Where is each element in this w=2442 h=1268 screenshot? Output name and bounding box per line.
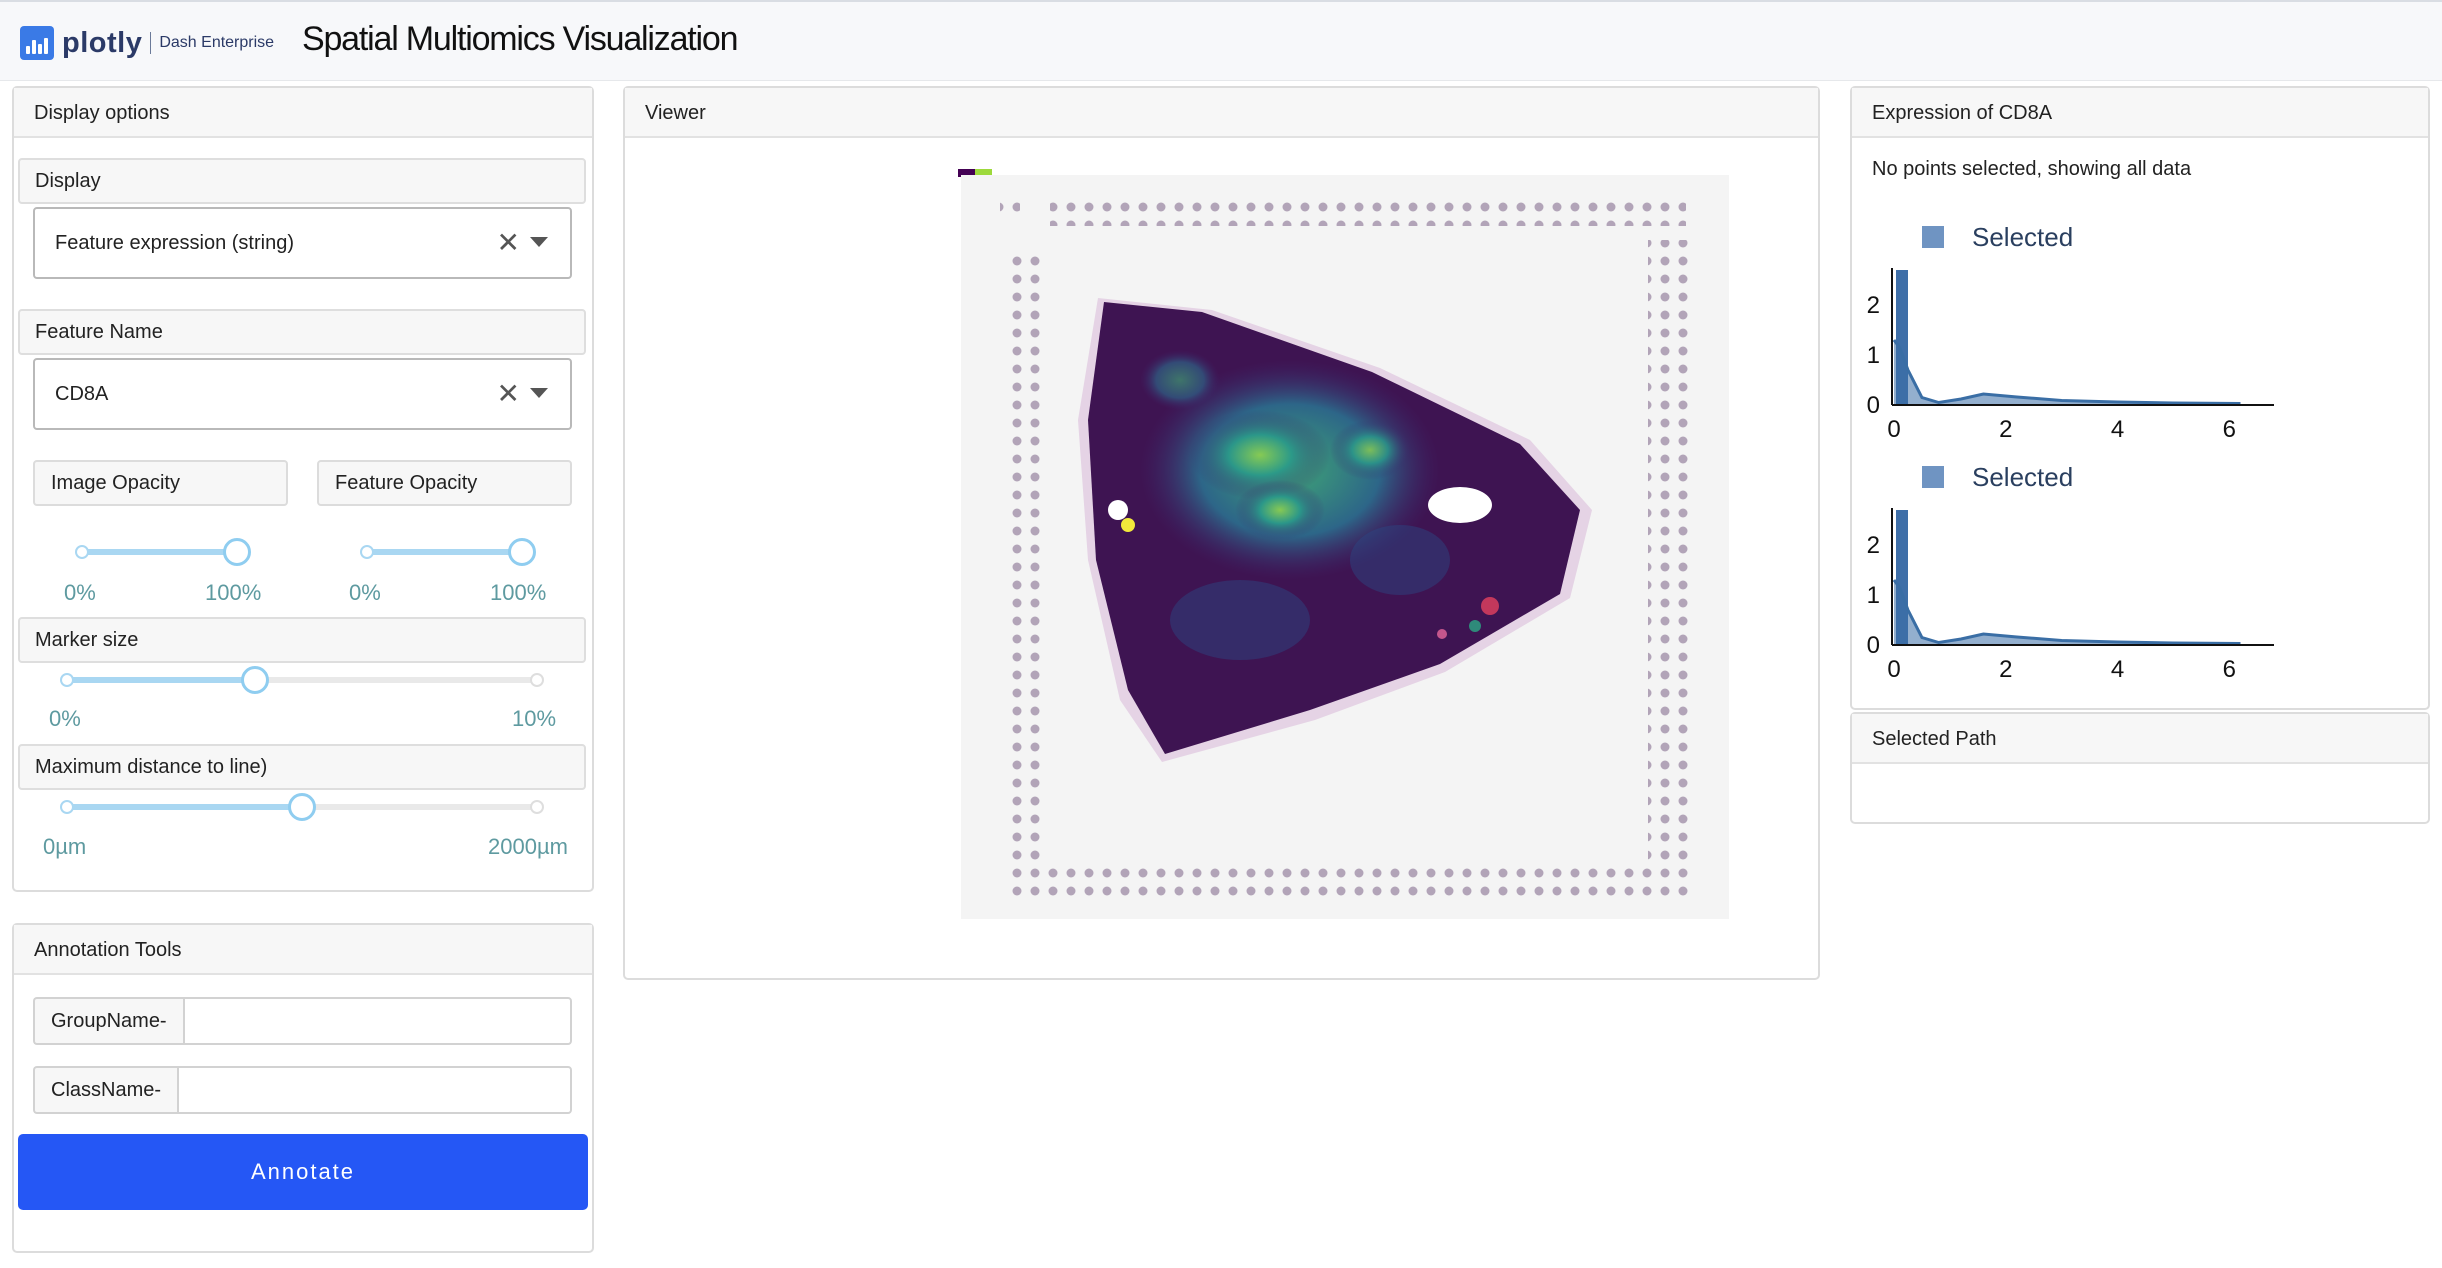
image-opacity-max: 100% xyxy=(205,580,262,605)
viewer-title: Viewer xyxy=(625,88,1818,138)
legend-label[interactable]: Selected xyxy=(1972,462,2073,492)
feature-opacity-label: Feature Opacity xyxy=(317,460,572,506)
selected-path-panel: Selected Path xyxy=(1850,712,2430,824)
selection-status: No points selected, showing all data xyxy=(1872,158,2192,180)
class-name-addon: ClassName- xyxy=(33,1066,178,1114)
expression-chart-1[interactable]: Selected 0 2 4 6 0 1 2 xyxy=(1850,200,2430,450)
image-opacity-slider[interactable] xyxy=(75,532,251,572)
y-tick-label: 1 xyxy=(1867,342,1880,369)
y-tick-label: 1 xyxy=(1867,582,1880,609)
selected-path-title: Selected Path xyxy=(1852,714,2428,764)
legend-label[interactable]: Selected xyxy=(1972,222,2073,252)
y-tick-label: 0 xyxy=(1867,392,1880,419)
marker-size-label: Marker size xyxy=(18,617,586,663)
max-distance-label: Maximum distance to line) xyxy=(18,744,586,790)
plotly-logo-icon xyxy=(20,26,54,60)
y-tick-label: 0 xyxy=(1867,632,1880,659)
fiducial-left xyxy=(1004,248,1044,860)
legend-swatch[interactable] xyxy=(1922,466,1944,488)
expression-title: Expression of CD8A xyxy=(1852,88,2428,138)
legend-swatch[interactable] xyxy=(1922,226,1944,248)
feature-opacity-max: 100% xyxy=(490,580,547,605)
annotate-button[interactable]: Annotate xyxy=(18,1134,588,1210)
y-tick-label: 2 xyxy=(1867,292,1880,319)
density-area xyxy=(1894,340,2241,405)
y-tick-label: 2 xyxy=(1867,532,1880,559)
image-opacity-min: 0% xyxy=(64,580,96,605)
class-name-field: ClassName- xyxy=(33,1066,572,1114)
marker-size-min: 0% xyxy=(49,706,81,731)
fiducial-top xyxy=(1050,198,1686,226)
plotly-logo[interactable]: plotly Dash Enterprise xyxy=(20,26,274,60)
max-distance-handle[interactable] xyxy=(288,793,316,821)
display-options-title: Display options xyxy=(14,88,592,138)
fiducial-bottom xyxy=(1006,868,1692,898)
marker-size-handle[interactable] xyxy=(241,666,269,694)
x-tick-label: 2 xyxy=(1999,656,2012,683)
fiducial-right xyxy=(1648,240,1690,860)
chevron-down-icon[interactable] xyxy=(530,388,548,398)
clear-icon[interactable]: ✕ xyxy=(496,227,520,258)
feature-name-label: Feature Name xyxy=(18,309,586,355)
page-title: Spatial Multiomics Visualization xyxy=(302,20,738,58)
x-tick-label: 4 xyxy=(2111,656,2124,683)
annotation-tools-title: Annotation Tools xyxy=(14,925,592,975)
brand-divider xyxy=(150,32,152,54)
feature-name-dropdown[interactable]: CD8A ✕ xyxy=(33,358,572,430)
brand-name: plotly xyxy=(62,26,143,59)
group-name-addon: GroupName- xyxy=(33,997,183,1045)
x-tick-label: 6 xyxy=(2223,656,2236,683)
x-tick-label: 0 xyxy=(1887,416,1900,443)
image-opacity-label: Image Opacity xyxy=(33,460,288,506)
image-opacity-handle[interactable] xyxy=(223,538,251,566)
group-name-input[interactable] xyxy=(182,997,572,1045)
density-area xyxy=(1894,580,2241,645)
expression-panel: Expression of CD8A No points selected, s… xyxy=(1850,86,2430,710)
feature-opacity-min: 0% xyxy=(349,580,381,605)
expression-chart-2[interactable]: Selected 0 2 4 6 0 1 2 xyxy=(1850,440,2430,690)
max-distance-max: 2000µm xyxy=(488,834,568,859)
chevron-down-icon[interactable] xyxy=(530,237,548,247)
feature-name-value: CD8A xyxy=(55,383,109,405)
x-tick-label: 4 xyxy=(2111,416,2124,443)
density-line xyxy=(1892,579,2241,645)
feature-opacity-handle[interactable] xyxy=(508,538,536,566)
clear-icon[interactable]: ✕ xyxy=(496,378,520,409)
x-tick-label: 0 xyxy=(1887,656,1900,683)
marker-size-max: 10% xyxy=(512,706,557,731)
display-label: Display xyxy=(18,158,586,204)
x-tick-label: 6 xyxy=(2223,416,2236,443)
feature-opacity-slider[interactable] xyxy=(360,532,536,572)
density-line xyxy=(1892,339,2241,405)
brand-subtitle: Dash Enterprise xyxy=(159,34,275,51)
max-distance-min: 0µm xyxy=(43,834,87,859)
class-name-input[interactable] xyxy=(177,1066,572,1114)
display-dropdown-value: Feature expression (string) xyxy=(55,232,294,254)
max-distance-slider[interactable] xyxy=(60,787,544,827)
group-name-field: GroupName- xyxy=(33,997,572,1045)
app-header: plotly Dash Enterprise Spatial Multiomic… xyxy=(0,0,2442,81)
display-dropdown[interactable]: Feature expression (string) ✕ xyxy=(33,207,572,279)
x-tick-label: 2 xyxy=(1999,416,2012,443)
marker-size-slider[interactable] xyxy=(60,660,544,700)
